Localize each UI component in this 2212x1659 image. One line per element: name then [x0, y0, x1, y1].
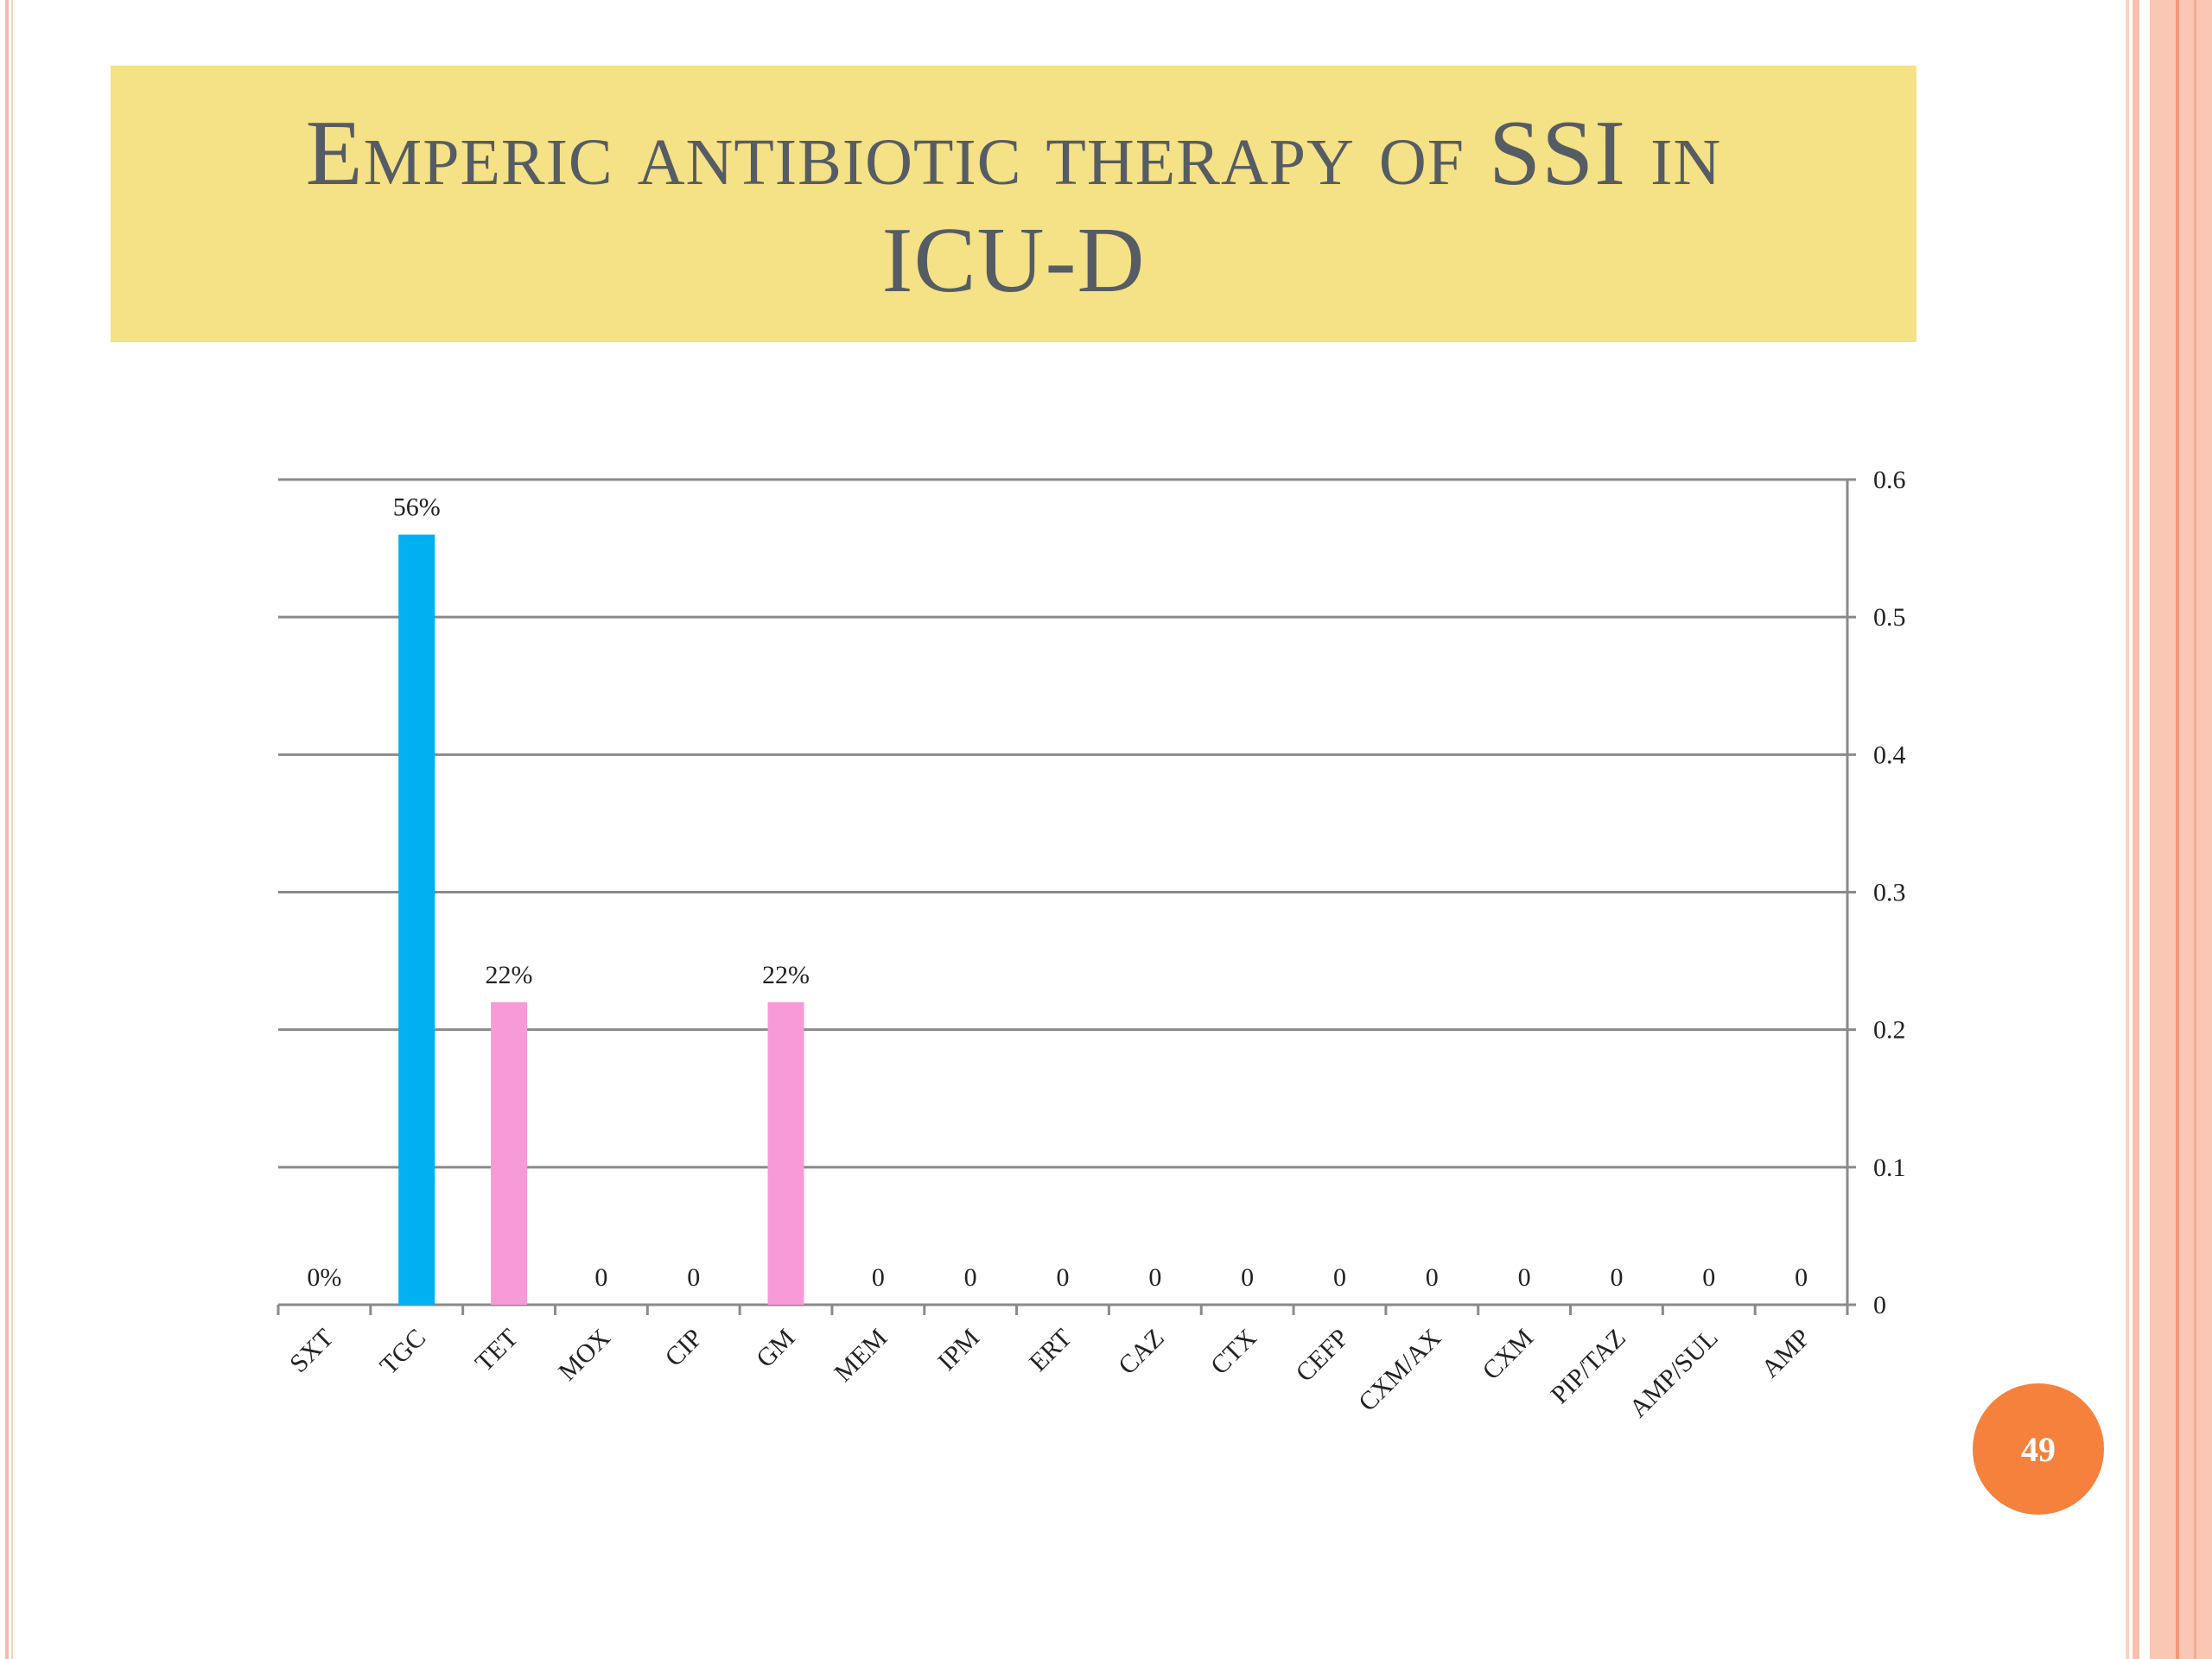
- data-label: 0: [1518, 1263, 1531, 1292]
- x-tick-label: MOX: [553, 1323, 616, 1386]
- x-tick-label: CEFP: [1290, 1324, 1354, 1388]
- data-label: 0: [1610, 1263, 1623, 1292]
- slide-frame-left: [0, 0, 17, 1659]
- data-label: 0: [1333, 1263, 1346, 1292]
- bar-gm: [767, 1001, 804, 1305]
- slide-frame-right: [2108, 0, 2212, 1659]
- x-tick-label: AMP: [1756, 1324, 1815, 1383]
- data-label: 0: [1148, 1263, 1161, 1292]
- x-tick-label: CTX: [1205, 1323, 1262, 1380]
- y-tick-label: 0.6: [1873, 466, 1906, 494]
- data-label: 0: [964, 1263, 977, 1292]
- y-tick-label: 0.1: [1873, 1154, 1906, 1182]
- slide-title-line-1: Emperic antibiotic therapy of SSI in: [305, 102, 1722, 205]
- x-tick-label: CXM/AX: [1353, 1323, 1446, 1416]
- x-tick-label: TGC: [374, 1324, 431, 1381]
- x-tick-label: IPM: [932, 1324, 985, 1376]
- data-label: 0: [687, 1263, 700, 1292]
- x-tick-label: GM: [751, 1324, 801, 1374]
- bar-tgc: [398, 534, 435, 1305]
- slide-title: Emperic antibiotic therapy of SSI in ICU…: [306, 100, 1722, 315]
- data-label: 0: [1426, 1263, 1439, 1292]
- y-tick-label: 0: [1873, 1291, 1886, 1319]
- y-tick-label: 0.3: [1873, 879, 1906, 907]
- slide-title-line-2: ICU-D: [881, 209, 1146, 312]
- y-tick-label: 0.2: [1873, 1016, 1906, 1045]
- y-tick-label: 0.5: [1873, 603, 1906, 632]
- x-tick-label: CIP: [659, 1324, 708, 1372]
- x-tick-label: PIP/TAZ: [1545, 1324, 1630, 1409]
- x-tick-label: CAZ: [1113, 1324, 1170, 1381]
- x-tick-label: AMP/SUL: [1624, 1324, 1723, 1423]
- page-number-badge: 49: [1973, 1383, 2104, 1515]
- x-tick-label: ERT: [1024, 1324, 1077, 1377]
- data-label: 0: [1241, 1263, 1254, 1292]
- data-label: 0: [1057, 1263, 1070, 1292]
- data-label: 56%: [393, 493, 441, 522]
- title-banner: Emperic antibiotic therapy of SSI in ICU…: [111, 66, 1916, 342]
- x-tick-label: CXM: [1477, 1324, 1539, 1386]
- y-tick-label: 0.4: [1873, 741, 1906, 769]
- bar-tet: [491, 1001, 528, 1305]
- x-tick-label: SXT: [284, 1324, 339, 1378]
- data-label: 22%: [762, 961, 810, 989]
- data-label: 0: [1795, 1263, 1808, 1292]
- data-label: 0: [872, 1263, 885, 1292]
- data-label: 22%: [486, 961, 533, 989]
- data-label: 0%: [307, 1263, 341, 1292]
- page-number: 49: [2021, 1429, 2056, 1469]
- data-label: 0: [1702, 1263, 1715, 1292]
- data-label: 0: [594, 1263, 607, 1292]
- bar-chart: 0 0.1 0.2 0.3 0.4 0.5 0.6 0% SXT 56% TGC 22% TET 0 MOX…: [276, 466, 1906, 1423]
- x-tick-label: MEM: [829, 1324, 893, 1388]
- x-tick-label: TET: [470, 1324, 524, 1377]
